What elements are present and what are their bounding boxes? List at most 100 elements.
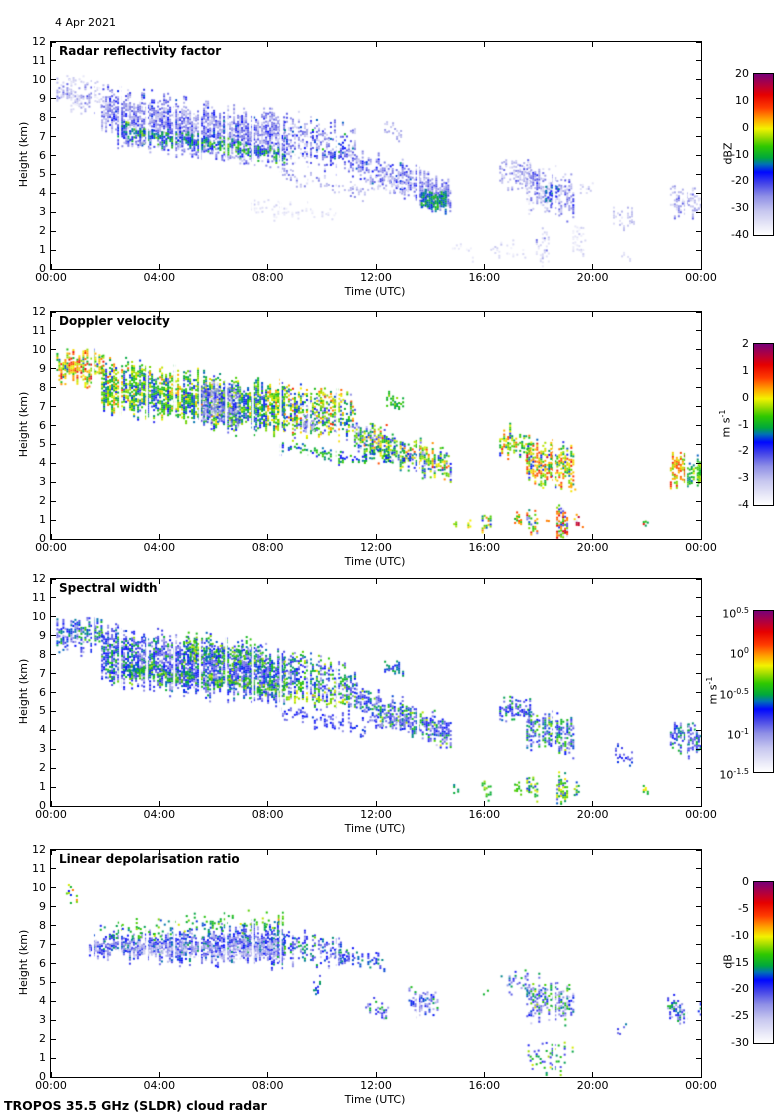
colorbar-tick-label: -4 [705, 497, 749, 512]
x-tick [700, 1072, 702, 1077]
y-tick [696, 887, 701, 889]
x-tick-label: 04:00 [143, 808, 176, 821]
y-tick [51, 211, 56, 213]
y-tick-label: 8 [39, 647, 46, 661]
x-tick [50, 534, 52, 539]
colorbar-tick-base: 10 [719, 768, 734, 782]
y-tick-label: 1 [39, 780, 46, 794]
y-tick-label: 12 [32, 305, 46, 318]
colorbar-tick-label: 10 [705, 93, 749, 108]
x-tick [700, 534, 702, 539]
y-tick [51, 481, 56, 483]
y-tick-label: 1 [39, 1051, 46, 1065]
y-tick [696, 578, 701, 580]
y-tick [696, 538, 701, 540]
y-tick [51, 387, 56, 389]
x-tick [267, 801, 269, 806]
x-tick [50, 850, 52, 855]
x-tick [267, 1072, 269, 1077]
x-tick [50, 264, 52, 269]
y-tick [51, 673, 56, 675]
x-tick [700, 312, 702, 317]
y-tick-label: 8 [39, 918, 46, 932]
panel-title-reflectivity: Radar reflectivity factor [59, 44, 222, 58]
colorbar-tick-base: 10 [722, 607, 737, 621]
y-tick [696, 1038, 701, 1040]
y-tick-label: 2 [39, 761, 46, 775]
y-tick [696, 311, 701, 313]
colorbar-tick-base: 20 [735, 67, 749, 80]
y-tick [51, 349, 56, 351]
y-tick-label: 9 [39, 91, 46, 105]
colorbar-tick-base: -2 [738, 444, 749, 458]
y-tick [51, 330, 56, 332]
y-tick [51, 192, 56, 194]
y-tick [696, 349, 701, 351]
y-tick-label: 6 [39, 418, 46, 432]
x-tick [375, 801, 377, 806]
colorbar-tick-exponent: 0.5 [736, 606, 749, 615]
y-tick [51, 136, 56, 138]
y-tick [51, 887, 56, 889]
x-tick [483, 42, 485, 47]
y-tick [51, 230, 56, 232]
y-tick [696, 906, 701, 908]
y-tick-label: 6 [39, 148, 46, 162]
x-tick [700, 579, 702, 584]
y-tick-label: 8 [39, 110, 46, 124]
y-tick [51, 597, 56, 599]
y-tick-label: 9 [39, 899, 46, 913]
y-tick [696, 981, 701, 983]
x-axis-label: Time (UTC) [344, 822, 406, 835]
y-tick [696, 136, 701, 138]
x-tick [375, 264, 377, 269]
x-tick-label: 00:00 [685, 541, 717, 554]
y-tick [51, 462, 56, 464]
y-tick [696, 786, 701, 788]
colorbar-tick-label: 10-0.5 [705, 684, 749, 703]
colorbar-reflectivity [753, 73, 774, 236]
y-tick [51, 729, 56, 731]
colorbar-tick-label: -10 [705, 147, 749, 162]
y-tick [51, 654, 56, 656]
colorbar-tick-exponent: -1.5 [733, 767, 749, 776]
y-tick-label: 6 [39, 685, 46, 699]
colorbar-tick-base: -30 [731, 201, 749, 215]
colorbar-tick-base: -10 [731, 147, 749, 161]
x-tick [375, 534, 377, 539]
x-tick-label: 08:00 [251, 541, 284, 554]
colorbar-tick-label: 2 [705, 336, 749, 351]
colorbar-tick-base: -15 [731, 955, 749, 969]
y-tick [51, 98, 56, 100]
x-tick-label: 16:00 [468, 271, 501, 284]
x-tick-label: 00:00 [685, 808, 717, 821]
y-tick [51, 981, 56, 983]
spectral-width-heatmap [51, 579, 701, 806]
colorbar-tick-label: 1 [705, 363, 749, 378]
y-tick-label: 3 [39, 742, 46, 756]
colorbar-tick-base: -20 [731, 982, 749, 996]
panel-spectral-width: Spectral width [50, 578, 702, 807]
colorbar-tick-label: -30 [705, 200, 749, 215]
reflectivity-heatmap [51, 42, 701, 269]
y-tick-label: 4 [39, 186, 46, 200]
y-tick-label: 9 [39, 628, 46, 642]
y-tick [696, 1076, 701, 1078]
colorbar-tick-base: 10 [735, 93, 749, 107]
y-tick [51, 155, 56, 156]
x-tick-label: 20:00 [576, 271, 609, 284]
y-tick-label: 10 [32, 342, 46, 356]
y-tick [51, 1076, 56, 1078]
y-tick [696, 211, 701, 213]
y-tick [696, 230, 701, 232]
x-tick [592, 264, 594, 269]
y-tick [696, 868, 701, 870]
x-tick [50, 1072, 52, 1077]
y-tick [51, 311, 56, 313]
colorbar-gradient [754, 74, 773, 235]
y-tick [696, 692, 701, 693]
y-tick-label: 5 [39, 437, 46, 451]
colorbar-gradient [754, 344, 773, 505]
y-tick [696, 519, 701, 521]
